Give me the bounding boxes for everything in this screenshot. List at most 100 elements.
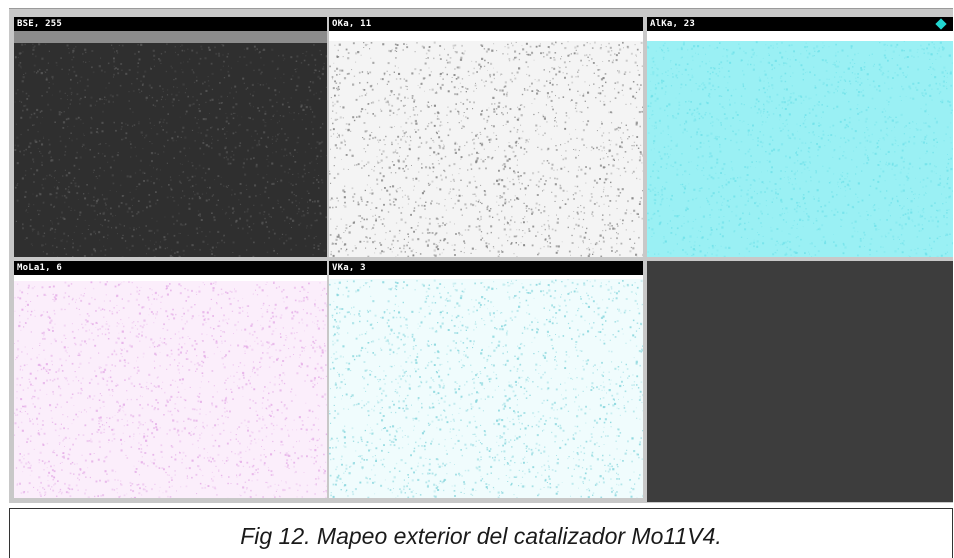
map-speckle: [325, 55, 327, 58]
map-speckle: [595, 242, 598, 244]
map-speckle: [189, 147, 191, 149]
map-speckle: [771, 217, 774, 219]
map-speckle: [838, 158, 841, 160]
map-speckle: [307, 63, 310, 66]
map-speckle: [712, 192, 715, 195]
map-speckle: [84, 219, 86, 221]
map-speckle: [126, 210, 129, 213]
map-speckle: [161, 88, 164, 90]
map-speckle: [772, 253, 775, 256]
map-speckle: [733, 230, 736, 232]
map-speckle: [776, 43, 778, 45]
map-speckle: [675, 97, 677, 99]
map-speckle: [175, 77, 177, 80]
map-speckle: [663, 187, 666, 190]
map-speckle: [619, 48, 622, 51]
map-speckle: [602, 191, 604, 193]
map-speckle: [601, 134, 603, 137]
map-speckle: [123, 225, 125, 227]
map-speckle: [744, 222, 746, 225]
map-speckle: [564, 76, 566, 79]
map-speckle: [573, 211, 575, 212]
map-speckle: [663, 153, 666, 156]
map-speckle: [96, 177, 99, 179]
map-speckle: [51, 227, 54, 230]
map-speckle: [588, 238, 590, 240]
map-speckle: [268, 237, 270, 239]
map-speckle: [277, 199, 279, 201]
map-speckle: [269, 99, 272, 102]
map-speckle: [252, 94, 254, 97]
map-speckle: [297, 76, 300, 79]
map-speckle: [543, 183, 546, 186]
map-speckle: [321, 140, 324, 143]
map-speckle: [825, 70, 828, 72]
map-speckle: [840, 187, 842, 189]
map-speckle: [419, 197, 422, 200]
map-speckle: [708, 174, 711, 177]
map-speckle: [232, 252, 234, 253]
map-speckle: [452, 44, 455, 47]
map-speckle: [923, 48, 925, 51]
map-speckle: [680, 57, 683, 59]
map-speckle: [266, 181, 269, 183]
oxygen-map-panel[interactable]: OKa, 11: [329, 17, 643, 257]
map-speckle: [549, 246, 552, 248]
map-speckle: [19, 62, 22, 64]
map-speckle: [42, 225, 44, 227]
map-speckle: [147, 247, 150, 250]
map-speckle: [454, 143, 456, 145]
map-speckle: [155, 191, 157, 193]
map-speckle: [756, 244, 758, 246]
map-speckle: [72, 66, 74, 68]
map-speckle: [233, 97, 235, 99]
map-speckle: [428, 46, 430, 48]
map-speckle: [934, 47, 936, 50]
map-speckle: [125, 132, 128, 135]
map-speckle: [636, 212, 639, 215]
map-speckle: [638, 74, 641, 76]
map-speckle: [389, 203, 392, 206]
map-speckle: [654, 199, 657, 202]
map-speckle: [726, 60, 729, 62]
map-speckle: [531, 211, 534, 214]
map-speckle: [73, 164, 76, 167]
map-speckle: [309, 89, 312, 92]
map-speckle: [874, 224, 877, 227]
aluminum-map-panel[interactable]: AlKa, 23: [647, 17, 953, 257]
map-speckle: [520, 124, 522, 126]
map-speckle: [514, 77, 517, 80]
map-speckle: [526, 53, 528, 56]
map-speckle: [441, 252, 443, 254]
map-speckle: [435, 176, 438, 179]
map-speckle: [591, 58, 593, 60]
map-speckle: [271, 48, 274, 51]
map-speckle: [24, 104, 27, 107]
map-speckle: [865, 149, 867, 151]
map-speckle: [556, 221, 559, 224]
map-speckle: [528, 228, 530, 230]
map-speckle: [340, 248, 342, 250]
map-speckle: [479, 68, 481, 70]
map-speckle: [871, 97, 874, 100]
map-speckle: [220, 69, 222, 71]
map-speckle: [928, 69, 930, 70]
map-speckle: [257, 83, 259, 84]
map-speckle: [399, 155, 400, 157]
map-speckle: [303, 214, 306, 217]
map-speckle: [170, 188, 173, 191]
map-speckle: [929, 85, 931, 87]
map-speckle: [872, 152, 874, 154]
map-speckle: [438, 144, 440, 147]
bse-map-panel[interactable]: BSE, 255: [14, 17, 327, 257]
map-speckle: [316, 178, 318, 181]
map-speckle: [353, 119, 356, 122]
map-speckle: [779, 214, 782, 217]
map-speckle: [848, 121, 851, 124]
map-speckle: [536, 89, 538, 91]
map-speckle: [521, 137, 523, 139]
map-speckle: [404, 221, 407, 224]
map-speckle: [748, 250, 751, 253]
map-speckle: [203, 153, 205, 155]
map-speckle: [716, 135, 719, 138]
